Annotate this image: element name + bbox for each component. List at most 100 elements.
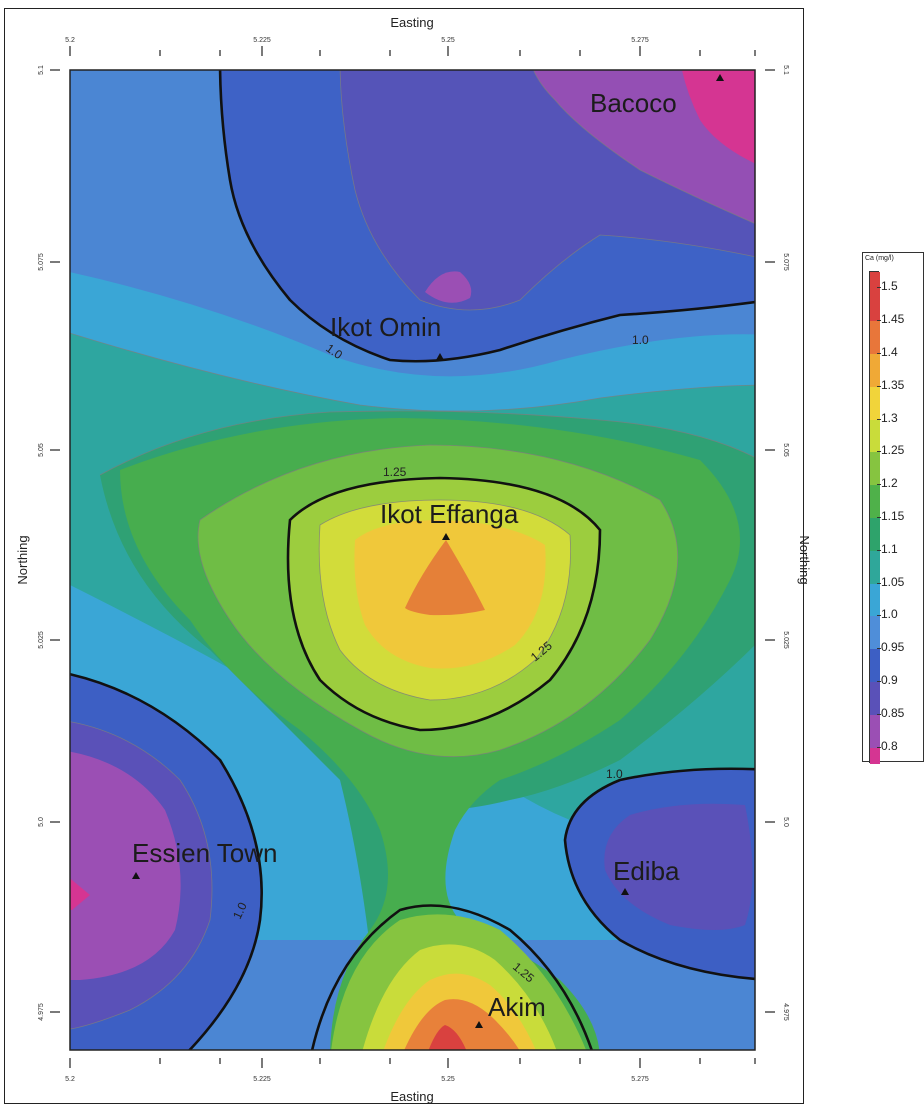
contour-label: 1.0 [632,333,649,347]
y-tick-label-left: 5.05 [38,443,45,457]
major-contours [70,70,755,1050]
legend-tick [877,681,881,682]
legend-color-swatch [870,288,880,322]
legend-level-label: 1.05 [881,574,905,589]
site-label-ikot-omin: Ikot Omin [330,312,441,342]
x-tick-label-bottom: 5.225 [253,1076,271,1083]
site-marker-icon [436,353,444,360]
y-axis-title-right: Northing [797,535,812,584]
legend-tick [877,320,881,322]
legend-color-swatch [870,354,880,387]
legend-color-swatch [870,550,880,584]
band-akim-1.5 [428,1025,467,1050]
legend-tick [877,549,881,551]
legend-level-label: 0.85 [881,705,905,720]
site-label-akim: Akim [488,992,546,1022]
y-tick-label-right: 4.975 [782,1003,789,1021]
axis-ticks [50,46,775,1068]
site-label-bacoco: Bacoco [590,88,677,118]
legend-color-swatch [870,419,880,453]
legend-color-swatch [870,321,880,354]
x-tick-label-bottom: 5.2 [65,1076,75,1083]
legend-color-swatch [870,452,880,486]
band-akim-1.4 [404,999,520,1050]
x-tick-label-bottom: 5.275 [631,1076,649,1083]
x-tick-label-top: 5.25 [441,37,455,44]
legend-level-label: 0.9 [881,673,898,687]
legend-color-swatch [870,747,880,764]
y-tick-label-left: 5.025 [38,631,45,649]
contour-fill [70,70,755,1050]
contour-label: 1.25 [383,465,407,479]
legend-tick [877,353,881,354]
x-tick-label-top: 5.225 [253,37,271,44]
legend-level-label: 1.35 [881,377,905,392]
site-label-essien-town: Essien Town [132,838,278,868]
legend-tick [877,648,881,650]
legend-tick [877,615,881,617]
site-marker-icon [716,74,724,81]
site-marker-icon [132,872,140,879]
legend-tick [877,713,881,715]
y-tick-label-right: 5.025 [782,631,789,649]
band-ediba-0.9 [604,803,753,930]
legend-level-label: 0.8 [881,738,898,753]
y-tick-label-left: 4.975 [38,1003,45,1021]
site-marker-icon [475,1021,483,1028]
y-axis-title-left: Northing [15,535,30,584]
sampling-sites: Bacoco Ikot Omin Ikot Effanga Essien Tow… [132,74,724,1028]
band-1.4-1.45 [405,540,485,616]
y-tick-label-left: 5.0 [38,817,45,827]
legend-tick [877,582,881,584]
legend-color-swatch [870,485,880,518]
legend-color-swatch [870,518,880,551]
site-marker-icon [621,888,629,895]
contour-1.25-center [286,476,602,732]
plot-border [69,69,756,1051]
legend-color-swatch [870,386,880,420]
legend-level-label: 1.45 [881,312,905,327]
contour-1.0-west [70,672,263,1050]
band-essien-0.85 [70,751,181,980]
x-axis-title-bottom: Easting [390,1089,433,1104]
x-axis-title-top: Easting [390,15,433,30]
x-tick-label-top: 5.275 [631,37,649,44]
contour-1.25-south [310,904,594,1050]
x-tick-label-bottom: 5.25 [441,1076,455,1083]
color-legend: Ca (mg/l) 1.5 1.45 1.4 1.35 1.3 1.25 1.2 1.15 1.… [862,252,924,764]
y-tick-label-right: 5.05 [782,443,789,457]
site-marker-icon [442,533,450,540]
legend-tick [877,517,881,518]
legend-level-label: 1.25 [881,443,905,458]
y-tick-label-right: 5.075 [782,253,789,271]
legend-color-swatch [870,583,880,617]
minor-contours [70,70,755,1030]
legend-level-label: 1.4 [881,345,898,359]
legend-level-label: 1.2 [881,476,898,491]
y-tick-label-left: 5.1 [38,65,45,75]
legend-level-label: 0.95 [881,640,905,655]
band-omin-peak [425,271,472,303]
legend-color-swatch [870,616,880,650]
x-tick-label-top: 5.2 [65,37,75,44]
band-bacoco-0.8 [681,70,755,164]
legend-tick [877,484,881,486]
contour-label: 1.0 [606,767,623,781]
legend-title: Ca (mg/l) [865,255,894,262]
legend-level-label: 1.1 [881,541,898,556]
legend-tick [877,385,881,387]
legend-tick [877,287,881,289]
legend-color-swatch [870,714,880,748]
legend-color-swatch [870,682,880,715]
legend-tick [877,451,881,453]
legend-tick [877,418,881,420]
legend-level-label: 1.5 [881,279,898,294]
y-tick-label-left: 5.075 [38,253,45,271]
site-label-ediba: Ediba [613,856,680,886]
legend-level-label: 1.0 [881,607,898,622]
contour-label: 1.0 [230,900,250,921]
contour-1.0-north [218,70,755,363]
band-essien-0.8 [70,878,90,910]
legend-tick [877,746,881,748]
